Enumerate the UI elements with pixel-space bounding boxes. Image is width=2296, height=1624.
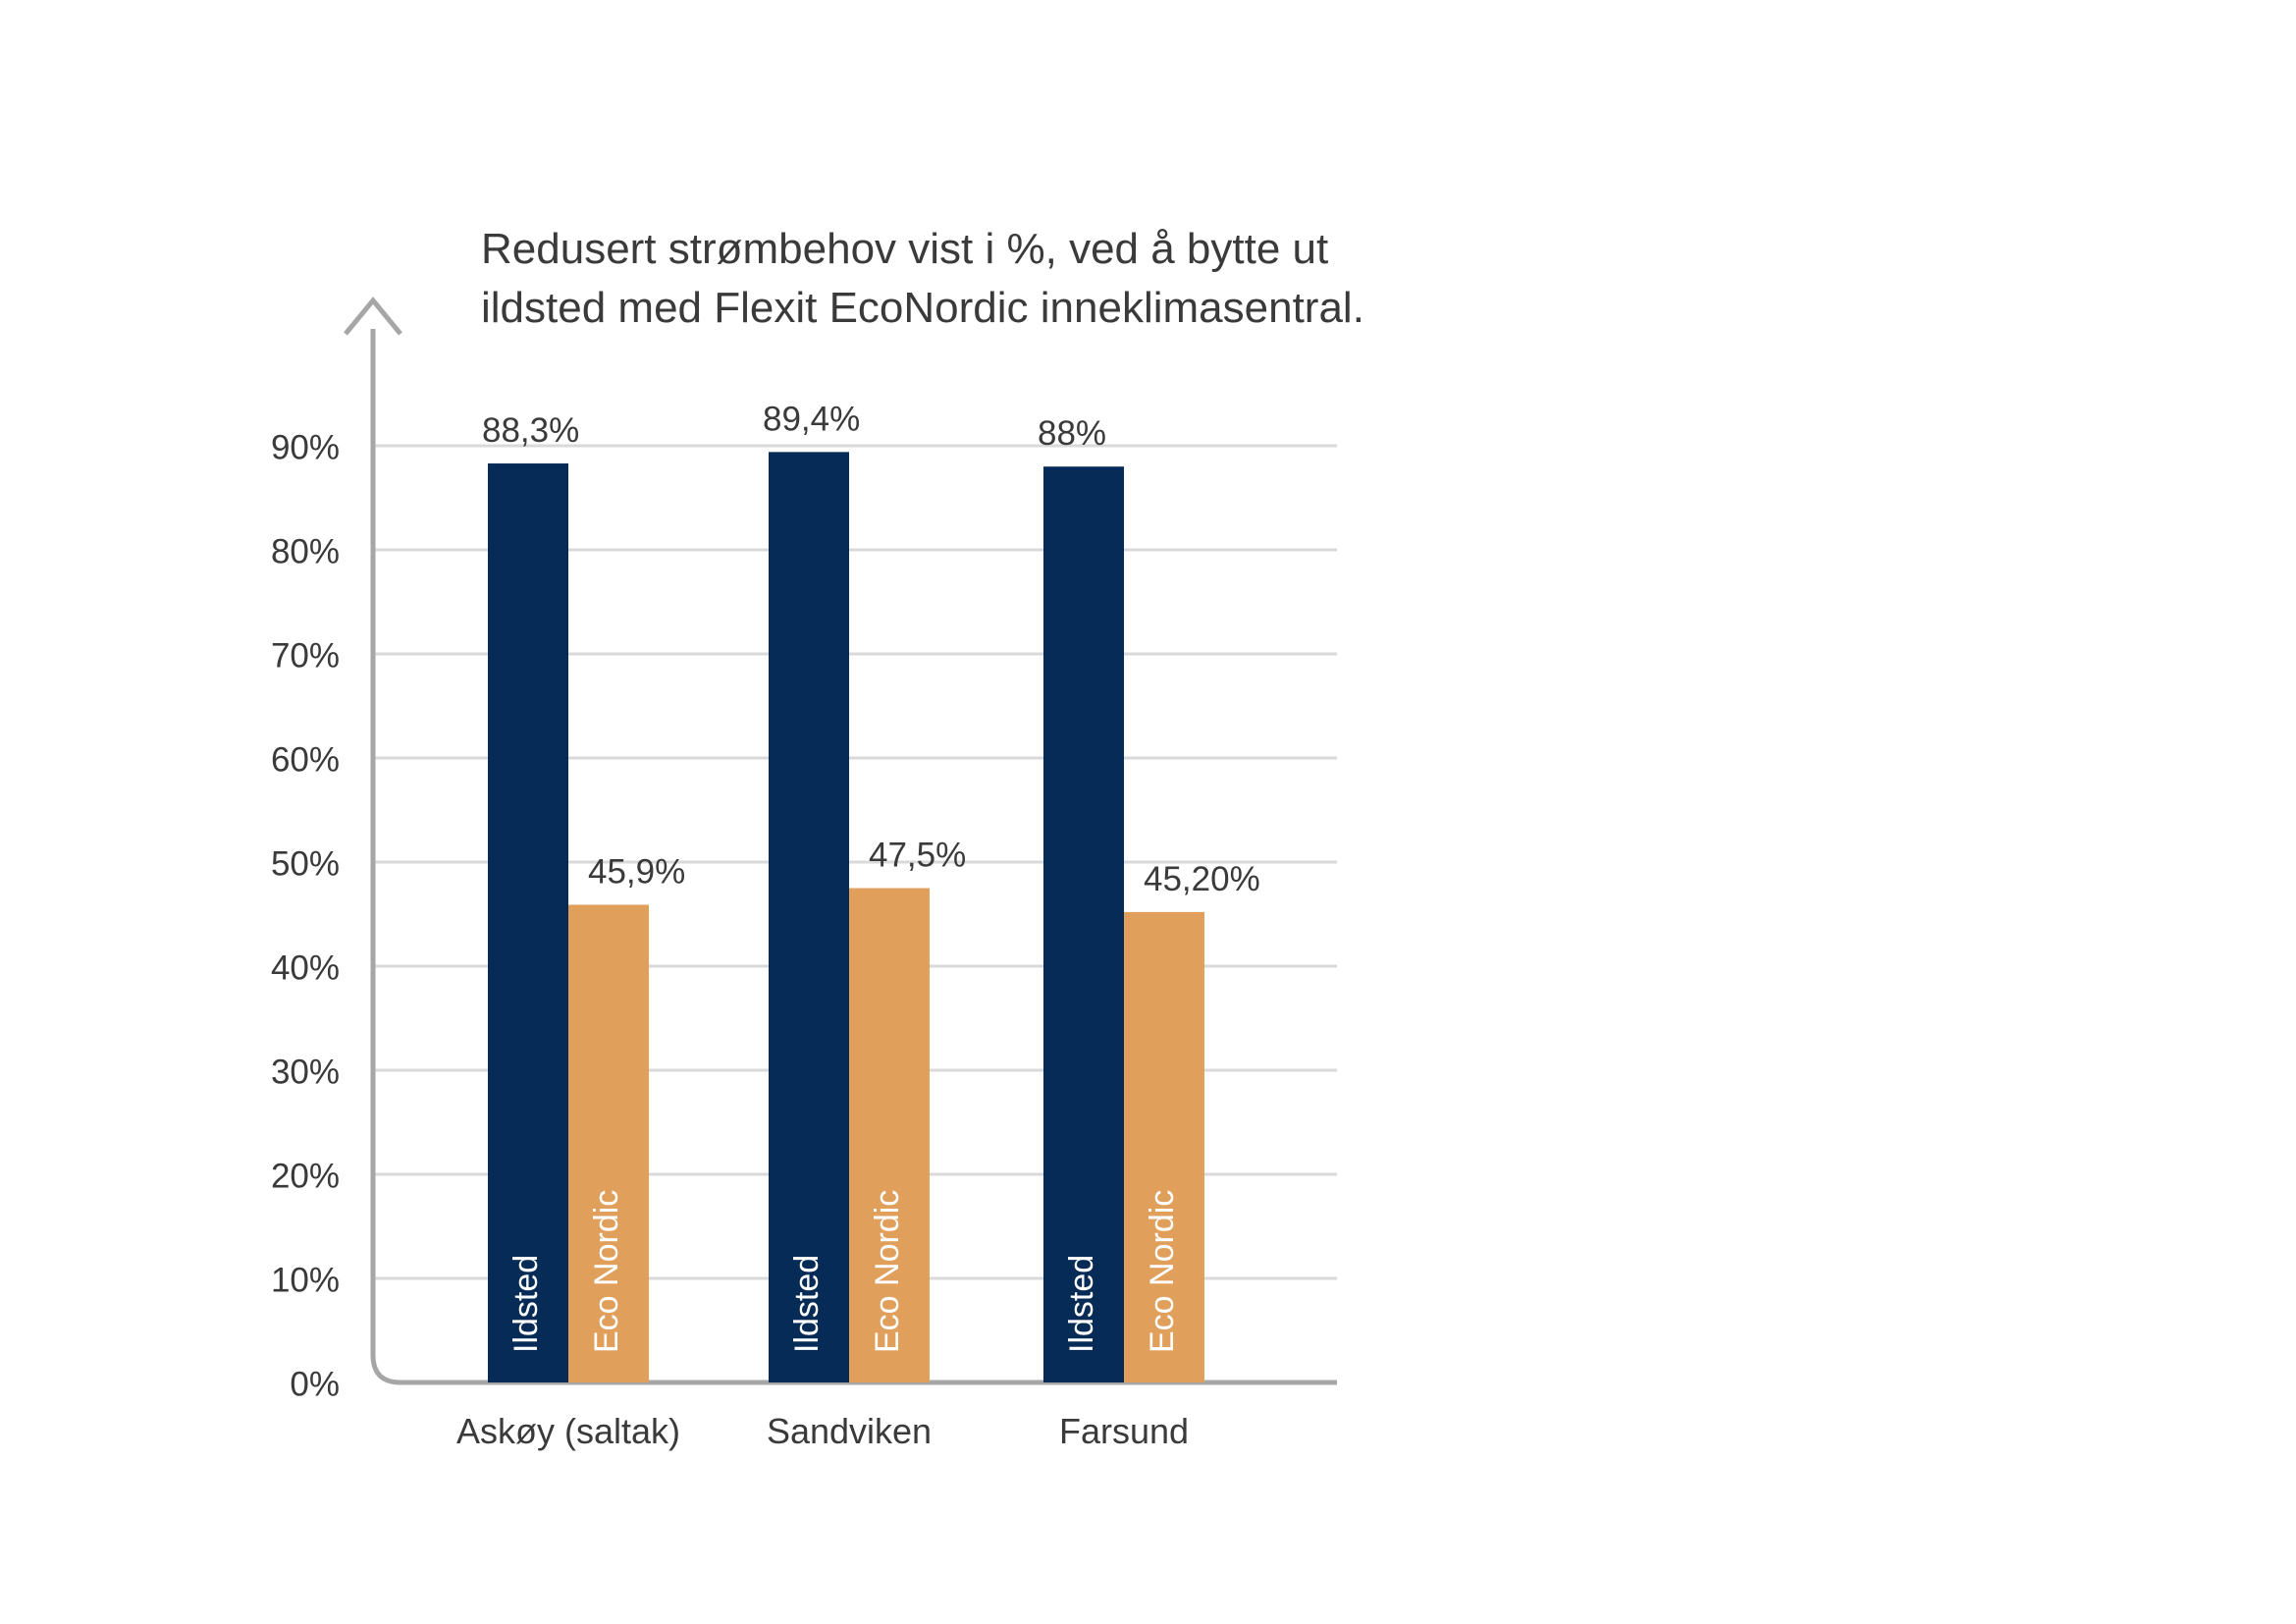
axes bbox=[344, 297, 1337, 1385]
y-tick-label-70: 70% bbox=[271, 636, 340, 675]
bar-series-label-eco-nordic-1: Eco Nordic bbox=[588, 1190, 625, 1353]
value-label-ildsted-1: 88,3% bbox=[482, 411, 579, 450]
y-axis-ticks: 0% 10% 20% 30% 40% 50% 60% 70% 80% 90% bbox=[271, 428, 340, 1403]
chart-title-line-2: ildsted med Flexit EcoNordic inneklimase… bbox=[481, 284, 1364, 332]
bar-ildsted-3 bbox=[1043, 466, 1124, 1382]
value-label-eco-nordic-1: 45,9% bbox=[588, 852, 685, 891]
bar-series-label-eco-nordic-2: Eco Nordic bbox=[869, 1190, 906, 1353]
value-label-ildsted-3: 88% bbox=[1038, 414, 1106, 453]
y-tick-label-0: 0% bbox=[290, 1365, 340, 1403]
y-tick-label-30: 30% bbox=[271, 1053, 340, 1091]
y-axis-arrow-icon bbox=[344, 297, 402, 336]
value-label-eco-nordic-3: 45,20% bbox=[1144, 860, 1260, 898]
y-tick-label-60: 60% bbox=[271, 740, 340, 779]
y-tick-label-50: 50% bbox=[271, 844, 340, 883]
chart-title: Redusert strømbehov vist i %, ved å bytt… bbox=[481, 225, 1364, 332]
value-label-eco-nordic-2: 47,5% bbox=[869, 837, 966, 875]
bar-eco-nordic-3 bbox=[1124, 911, 1204, 1382]
bar-series-labels: Ildsted Eco Nordic Ildsted Eco Nordic Ildste… bbox=[507, 1190, 1181, 1353]
y-tick-label-80: 80% bbox=[271, 532, 340, 570]
y-tick-label-10: 10% bbox=[271, 1261, 340, 1299]
value-label-ildsted-2: 89,4% bbox=[763, 400, 860, 438]
chart-title-line-1: Redusert strømbehov vist i %, ved å bytt… bbox=[481, 225, 1328, 273]
category-label-1: Askøy (saltak) bbox=[456, 1411, 680, 1451]
y-tick-label-40: 40% bbox=[271, 948, 340, 987]
bar-series-label-ildsted-3: Ildsted bbox=[1063, 1255, 1100, 1353]
y-tick-label-20: 20% bbox=[271, 1157, 340, 1195]
bar-eco-nordic-2 bbox=[849, 888, 930, 1382]
bar-series-label-eco-nordic-3: Eco Nordic bbox=[1144, 1190, 1181, 1353]
bars bbox=[488, 452, 1204, 1382]
bar-ildsted-1 bbox=[488, 463, 568, 1382]
bar-series-label-ildsted-2: Ildsted bbox=[788, 1255, 826, 1353]
y-tick-label-90: 90% bbox=[271, 428, 340, 466]
value-labels: 88,3% 45,9% 89,4% 47,5% 88% 45,20% bbox=[482, 400, 1260, 898]
category-label-2: Sandviken bbox=[767, 1411, 932, 1451]
bar-series-label-ildsted-1: Ildsted bbox=[507, 1255, 545, 1353]
category-label-3: Farsund bbox=[1059, 1411, 1189, 1451]
bar-eco-nordic-1 bbox=[568, 904, 649, 1382]
category-labels: Askøy (saltak) Sandviken Farsund bbox=[456, 1411, 1189, 1451]
axis-line bbox=[370, 329, 1337, 1385]
bar-ildsted-2 bbox=[769, 452, 849, 1382]
